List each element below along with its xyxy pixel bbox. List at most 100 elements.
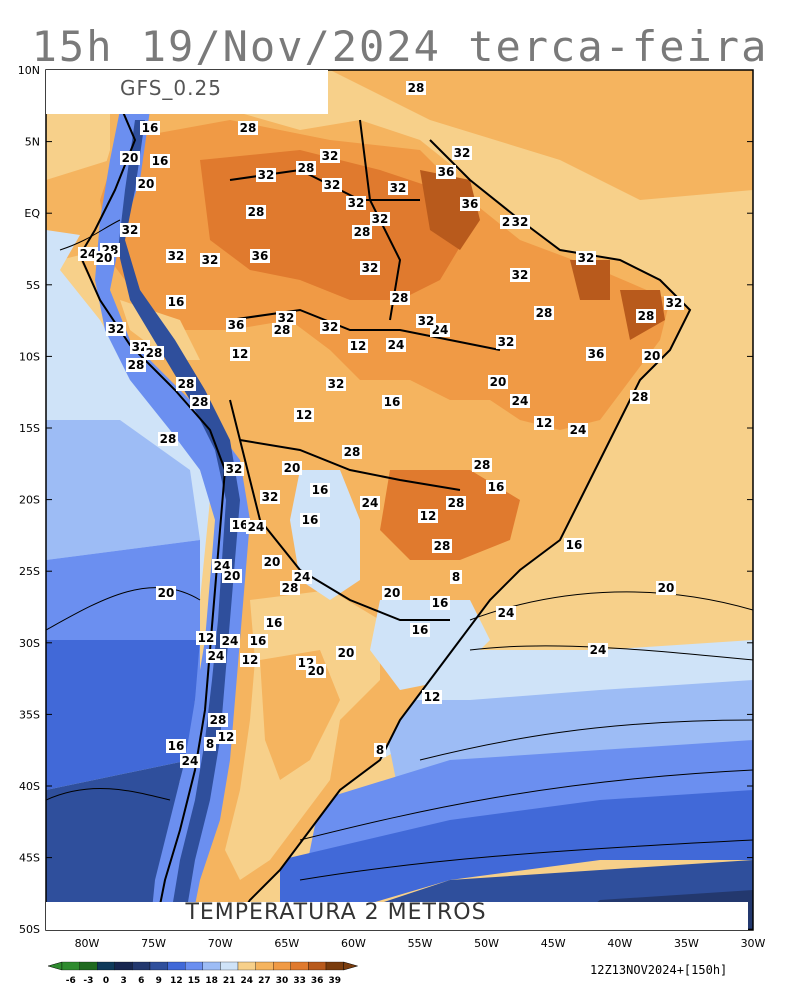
- svg-text:28: 28: [448, 496, 465, 510]
- svg-text:16: 16: [302, 513, 319, 527]
- contour-label: 32: [370, 212, 390, 226]
- latitude-tick-label: 45S: [19, 852, 40, 865]
- latitude-tick-label: 35S: [19, 708, 40, 721]
- contour-label: 32: [346, 196, 366, 210]
- contour-label: 24: [220, 634, 240, 648]
- colorbar: -6 -3 0 3 6 9 12 15 18 21 24 27 30 33 36 39: [47, 961, 359, 986]
- contour-label: 16: [410, 623, 430, 637]
- svg-text:28: 28: [160, 432, 177, 446]
- svg-text:28: 28: [354, 225, 371, 239]
- svg-text:16: 16: [266, 616, 283, 630]
- colorbar-label: 6: [138, 976, 144, 986]
- svg-text:32: 32: [328, 377, 345, 391]
- svg-text:12: 12: [420, 509, 437, 523]
- contour-label: 8: [204, 737, 216, 751]
- svg-text:32: 32: [258, 168, 275, 182]
- contour-label: 32: [166, 249, 186, 263]
- svg-text:32: 32: [322, 320, 339, 334]
- svg-text:24: 24: [182, 754, 199, 768]
- longitude-tick-label: 50W: [474, 937, 499, 950]
- svg-text:32: 32: [168, 249, 185, 263]
- longitude-tick-label: 70W: [208, 937, 233, 950]
- colorbar-swatch: [308, 961, 327, 971]
- svg-text:16: 16: [168, 295, 185, 309]
- svg-text:32: 32: [122, 223, 139, 237]
- svg-text:32: 32: [512, 268, 529, 282]
- contour-label: 28: [432, 539, 452, 553]
- svg-text:28: 28: [282, 581, 299, 595]
- svg-text:32: 32: [512, 215, 529, 229]
- svg-text:32: 32: [362, 261, 379, 275]
- colorbar-label: 36: [311, 976, 324, 986]
- contour-label: 32: [388, 181, 408, 195]
- svg-text:20: 20: [138, 177, 155, 191]
- colorbar-label: 39: [329, 976, 342, 986]
- contour-label: 32: [510, 215, 530, 229]
- contour-label: 28: [636, 309, 656, 323]
- contour-label: 24: [496, 606, 516, 620]
- svg-text:12: 12: [296, 408, 313, 422]
- contour-label: 16: [248, 634, 268, 648]
- contour-label: 36: [460, 197, 480, 211]
- contour-label: 28: [280, 581, 300, 595]
- field-label: TEMPERATURA 2 METROS: [185, 900, 487, 925]
- contour-label: 28: [126, 358, 146, 372]
- svg-text:24: 24: [388, 338, 405, 352]
- contour-label: 12: [418, 509, 438, 523]
- contour-label: 16: [486, 480, 506, 494]
- contour-label: 28: [238, 121, 258, 135]
- colorbar-swatch: [273, 961, 291, 971]
- contour-label: 12: [348, 339, 368, 353]
- svg-text:12: 12: [198, 631, 215, 645]
- longitude-tick-label: 55W: [408, 937, 433, 950]
- contour-label: 28: [246, 205, 266, 219]
- svg-text:28: 28: [392, 291, 409, 305]
- contour-label: 20: [156, 586, 176, 600]
- svg-text:12: 12: [232, 347, 249, 361]
- contour-label: 28: [534, 306, 554, 320]
- contour-label: 32: [120, 223, 140, 237]
- svg-text:24: 24: [208, 649, 225, 663]
- contour-label: 16: [264, 616, 284, 630]
- contour-label: 32: [260, 490, 280, 504]
- colorbar-upper-arrow: [343, 961, 359, 971]
- svg-text:32: 32: [578, 251, 595, 265]
- longitude-tick-label: 40W: [607, 937, 632, 950]
- colorbar-swatch: [61, 961, 80, 971]
- contour-label: 8: [450, 570, 462, 584]
- contour-label: 32: [224, 462, 244, 476]
- svg-text:16: 16: [250, 634, 267, 648]
- contour-label: 20: [656, 581, 676, 595]
- svg-text:36: 36: [588, 347, 605, 361]
- svg-text:24: 24: [294, 570, 311, 584]
- contour-label: 32: [576, 251, 596, 265]
- contour-label: 28: [390, 291, 410, 305]
- model-label-box: [46, 70, 328, 114]
- colorbar-swatch: [220, 961, 239, 971]
- svg-text:24: 24: [80, 247, 97, 261]
- contour-label: 32: [510, 268, 530, 282]
- contour-label: 20: [282, 461, 302, 475]
- colorbar-swatch: [79, 961, 98, 971]
- longitude-tick-label: 75W: [141, 937, 166, 950]
- latitude-tick-label: 10S: [19, 350, 40, 363]
- contour-label: 20: [94, 251, 114, 265]
- contour-label: 20: [382, 586, 402, 600]
- svg-text:16: 16: [152, 154, 169, 168]
- colorbar-label: 0: [103, 976, 109, 986]
- latitude-tick-label: EQ: [24, 207, 40, 220]
- contour-label: 36: [250, 249, 270, 263]
- contour-label: 28: [158, 432, 178, 446]
- svg-text:28: 28: [192, 395, 209, 409]
- colorbar-swatch: [202, 961, 221, 971]
- longitude-tick-label: 35W: [674, 937, 699, 950]
- svg-text:16: 16: [312, 483, 329, 497]
- svg-text:28: 28: [632, 390, 649, 404]
- latitude-tick-label: 10N: [18, 64, 40, 77]
- contour-label: 20: [136, 177, 156, 191]
- contour-label: 20: [120, 151, 140, 165]
- colorbar-label: 24: [241, 976, 254, 986]
- colorbar-label: 15: [188, 976, 201, 986]
- svg-text:32: 32: [666, 296, 683, 310]
